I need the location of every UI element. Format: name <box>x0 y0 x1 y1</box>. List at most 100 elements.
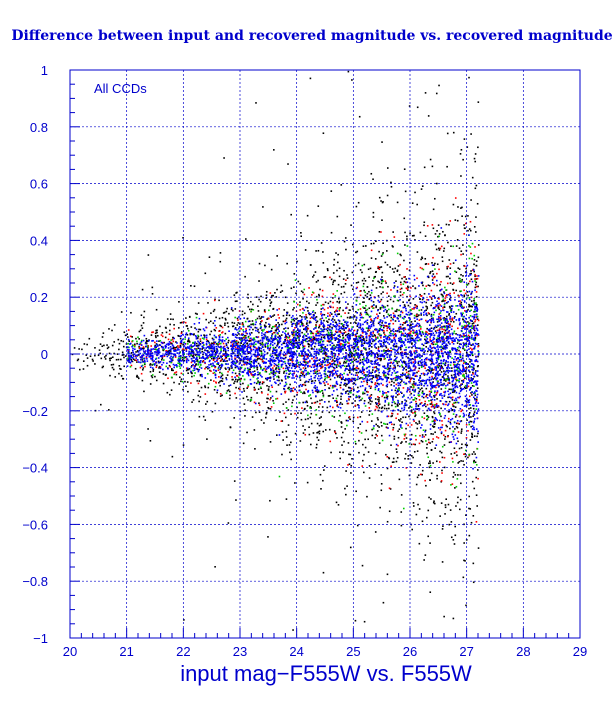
scatter-point <box>467 414 470 417</box>
scatter-point <box>476 318 479 320</box>
scatter-point <box>438 385 440 387</box>
scatter-point <box>181 356 184 359</box>
scatter-point <box>418 508 421 510</box>
scatter-point <box>140 324 143 327</box>
scatter-point <box>192 341 194 344</box>
scatter-point <box>361 327 364 330</box>
scatter-point <box>286 302 289 304</box>
scatter-point <box>168 352 171 355</box>
scatter-point <box>332 406 334 409</box>
scatter-point <box>425 330 427 333</box>
scatter-point <box>431 347 434 349</box>
scatter-point <box>452 430 455 433</box>
scatter-point <box>255 296 258 298</box>
scatter-point <box>277 341 279 343</box>
scatter-point <box>234 362 236 364</box>
scatter-point <box>455 451 458 453</box>
scatter-point <box>430 403 433 405</box>
scatter-point <box>440 407 442 410</box>
scatter-point <box>428 466 431 469</box>
scatter-point <box>397 399 399 402</box>
scatter-point <box>130 364 133 367</box>
scatter-point <box>269 441 272 443</box>
scatter-point <box>376 417 379 419</box>
scatter-point <box>223 345 226 348</box>
scatter-point <box>338 419 340 422</box>
scatter-point <box>416 313 418 316</box>
scatter-point <box>438 337 441 339</box>
scatter-point <box>302 372 305 374</box>
scatter-point <box>403 217 406 220</box>
scatter-point <box>373 277 375 280</box>
scatter-point <box>470 133 472 135</box>
scatter-point <box>366 383 369 386</box>
scatter-point <box>287 398 290 401</box>
scatter-point <box>376 313 378 316</box>
scatter-point <box>462 253 464 255</box>
scatter-point <box>244 367 246 370</box>
scatter-point <box>432 227 435 230</box>
scatter-point <box>393 348 395 351</box>
scatter-point <box>132 349 134 352</box>
scatter-point <box>453 438 455 441</box>
scatter-point <box>451 367 453 369</box>
scatter-point <box>178 383 181 385</box>
scatter-point <box>387 313 390 316</box>
scatter-point <box>394 402 396 405</box>
scatter-point <box>210 342 213 345</box>
scatter-point <box>265 336 267 339</box>
scatter-point <box>468 303 470 306</box>
scatter-point <box>330 333 333 335</box>
scatter-point <box>308 426 310 429</box>
scatter-point <box>354 264 357 267</box>
scatter-point <box>313 365 316 367</box>
scatter-point <box>215 327 218 329</box>
scatter-point <box>404 244 406 246</box>
scatter-point <box>474 246 476 248</box>
scatter-point <box>310 380 313 383</box>
scatter-point <box>275 323 277 326</box>
scatter-point <box>399 420 401 422</box>
scatter-point <box>333 311 336 313</box>
scatter-point <box>470 199 472 201</box>
scatter-point <box>320 333 323 336</box>
scatter-point <box>473 421 475 424</box>
scatter-point <box>347 380 350 383</box>
scatter-point <box>328 314 331 316</box>
scatter-point <box>312 317 315 319</box>
scatter-point <box>449 351 452 353</box>
scatter-point <box>324 353 326 355</box>
scatter-point <box>474 286 477 289</box>
scatter-point <box>435 418 438 420</box>
scatter-point <box>414 414 417 416</box>
scatter-point <box>394 372 397 374</box>
scatter-point <box>375 347 377 349</box>
scatter-point <box>207 302 209 304</box>
scatter-point <box>370 385 373 388</box>
scatter-point <box>408 332 411 334</box>
scatter-point <box>380 200 382 202</box>
scatter-point <box>459 387 462 389</box>
scatter-point <box>444 429 447 432</box>
scatter-point <box>404 328 407 331</box>
scatter-point <box>243 403 246 405</box>
scatter-point <box>449 509 452 511</box>
scatter-point <box>205 403 207 405</box>
scatter-point <box>244 337 246 339</box>
scatter-point <box>321 406 324 408</box>
scatter-point <box>467 456 469 459</box>
scatter-point <box>444 326 446 329</box>
scatter-point <box>283 360 286 363</box>
scatter-point <box>265 321 267 324</box>
scatter-point <box>395 375 398 377</box>
scatter-point <box>342 348 344 351</box>
scatter-point <box>435 460 438 463</box>
scatter-point <box>236 379 239 381</box>
scatter-point <box>445 346 447 349</box>
scatter-point <box>465 267 467 270</box>
scatter-point <box>324 384 326 387</box>
scatter-point <box>371 377 373 380</box>
scatter-point <box>433 391 436 394</box>
scatter-point <box>277 314 280 316</box>
scatter-point <box>332 334 334 336</box>
